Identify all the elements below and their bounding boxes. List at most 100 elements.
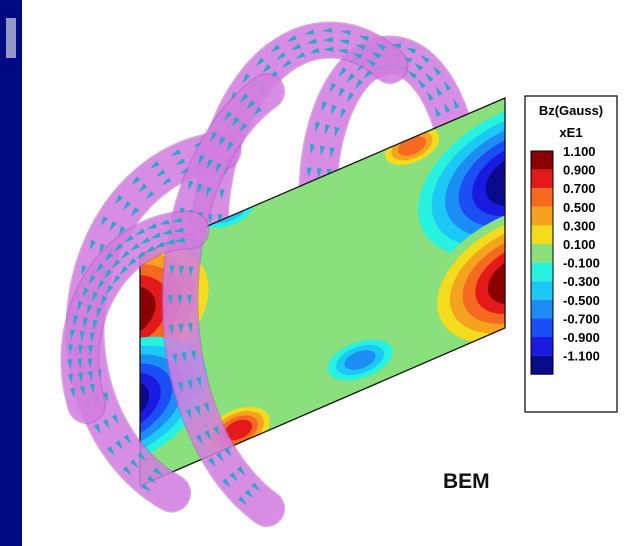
legend-swatch (531, 262, 553, 282)
legend-title-line1: Bz(Gauss) (539, 103, 603, 118)
field-arrow-icon (123, 434, 132, 444)
legend-tick-label: 0.700 (563, 181, 596, 196)
field-arrow-icon (155, 169, 166, 178)
field-arrow-icon (115, 440, 124, 450)
field-arrow-icon (262, 63, 272, 73)
field-arrow-icon (306, 38, 317, 44)
legend-tick-label: 0.900 (563, 163, 596, 178)
field-arrow-icon (168, 324, 174, 335)
field-arrow-icon (239, 93, 249, 103)
field-arrow-icon (150, 232, 161, 239)
field-arrow-icon (320, 145, 325, 156)
field-arrow-icon (310, 144, 315, 155)
field-arrow-icon (127, 257, 137, 267)
field-arrow-icon (322, 27, 333, 33)
field-arrow-icon (206, 186, 212, 197)
field-arrow-icon (69, 387, 75, 399)
legend-swatch (531, 169, 553, 189)
field-arrow-icon (102, 418, 110, 429)
field-arrow-icon (282, 59, 292, 68)
field-arrow-icon (131, 176, 141, 186)
field-arrow-icon (185, 408, 192, 420)
field-arrow-icon (68, 344, 74, 355)
field-arrow-icon (329, 147, 335, 158)
field-arrow-icon (253, 106, 263, 116)
field-arrow-icon (453, 98, 460, 109)
field-arrow-icon (67, 373, 73, 384)
field-arrow-icon (171, 217, 183, 223)
contour-lobe (327, 339, 393, 381)
legend-items: 1.100 0.900 0.700 0.500 0.300 0.100 -0.100 -0.3… (530, 144, 600, 375)
field-arrow-icon (130, 459, 139, 469)
field-arrow-icon (114, 194, 123, 205)
field-arrow-icon (347, 92, 355, 103)
field-arrow-icon (104, 268, 113, 279)
field-arrow-icon (329, 82, 337, 93)
field-arrow-icon (444, 102, 451, 113)
field-arrow-icon (147, 475, 157, 484)
strip-highlight (6, 18, 16, 58)
field-arrow-icon (323, 46, 334, 52)
field-arrow-icon (97, 279, 105, 290)
field-arrow-icon (286, 35, 297, 42)
field-arrow-icon (276, 51, 286, 61)
field-arrow-icon (338, 39, 350, 45)
field-arrow-icon (295, 52, 306, 59)
field-arrow-icon (174, 237, 186, 243)
legend-tick-label: -1.100 (563, 349, 600, 364)
legend-swatch (531, 318, 553, 337)
field-arrow-icon (167, 295, 173, 306)
field-arrow-icon (82, 287, 89, 298)
contour-band (223, 419, 253, 441)
field-arrow-icon (231, 116, 240, 127)
field-arrow-icon (216, 452, 224, 463)
field-arrow-icon (73, 314, 79, 326)
legend-swatch (531, 244, 553, 263)
method-label: BEM (443, 470, 490, 493)
field-arrow-icon (178, 323, 184, 334)
field-arrow-icon (371, 51, 381, 59)
field-arrow-icon (270, 44, 281, 53)
field-arrow-icon (77, 300, 83, 312)
field-arrow-icon (95, 263, 104, 273)
field-arrow-icon (145, 190, 155, 200)
field-arrow-icon (244, 489, 254, 499)
field-arrow-icon (100, 216, 108, 227)
field-arrow-icon (219, 189, 225, 200)
field-arrow-icon (138, 183, 148, 193)
field-arrow-icon (405, 47, 417, 54)
field-arrow-icon (87, 358, 93, 369)
field-arrow-icon (89, 383, 95, 394)
field-arrow-icon (340, 108, 347, 119)
legend-title-line2: xE1 (559, 125, 582, 140)
field-arrow-icon (130, 243, 140, 252)
field-arrow-icon (150, 160, 160, 169)
field-arrow-icon (338, 87, 346, 98)
field-arrow-icon (161, 229, 173, 235)
coil-tube (60, 210, 210, 424)
coils-front (60, 73, 286, 527)
field-arrow-icon (77, 358, 83, 369)
field-arrow-icon (325, 124, 330, 135)
field-arrow-icon (315, 121, 321, 133)
legend-tick-label: -0.300 (563, 274, 600, 289)
field-arrow-icon (164, 238, 175, 245)
field-arrow-icon (435, 86, 443, 96)
field-arrow-icon (236, 466, 246, 476)
field-arrow-icon (316, 168, 322, 179)
field-arrow-icon (417, 79, 426, 89)
field-arrow-icon (124, 234, 134, 243)
field-arrow-icon (338, 67, 347, 77)
field-arrow-icon (79, 385, 85, 397)
field-arrow-icon (215, 162, 222, 173)
field-arrow-icon (112, 274, 121, 285)
field-arrow-icon (186, 379, 192, 390)
field-arrow-icon (67, 359, 73, 370)
field-arrow-icon (330, 104, 337, 115)
field-arrow-icon (246, 100, 256, 109)
field-arrow-icon (77, 372, 83, 383)
plane-border (139, 97, 506, 487)
field-arrow-icon (88, 345, 94, 356)
field-arrow-icon (154, 241, 165, 248)
field-arrow-icon (224, 447, 232, 457)
